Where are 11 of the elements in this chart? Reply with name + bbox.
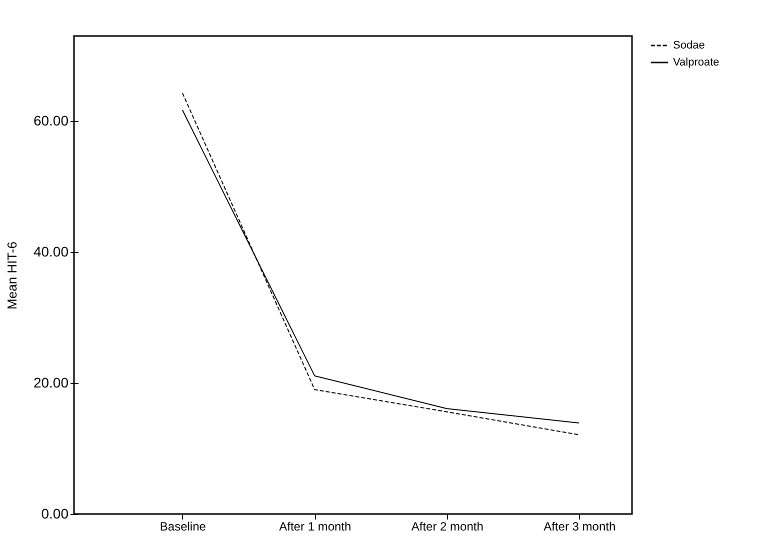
legend-label: Valproate bbox=[673, 56, 720, 68]
x-tick-label: After 1 month bbox=[279, 520, 352, 534]
x-tick-label: After 2 month bbox=[411, 520, 484, 534]
y-axis-title: Mean HIT-6 bbox=[4, 242, 20, 310]
y-tick-label: 40.00 bbox=[33, 244, 69, 260]
y-tick-label: 20.00 bbox=[33, 374, 69, 391]
x-tick-label: Baseline bbox=[160, 520, 206, 534]
y-tick-label: 60.00 bbox=[33, 112, 69, 129]
y-tick-label: 0.00 bbox=[41, 506, 69, 522]
x-tick-label: After 3 month bbox=[544, 520, 616, 534]
legend-label: Sodae bbox=[673, 40, 705, 52]
